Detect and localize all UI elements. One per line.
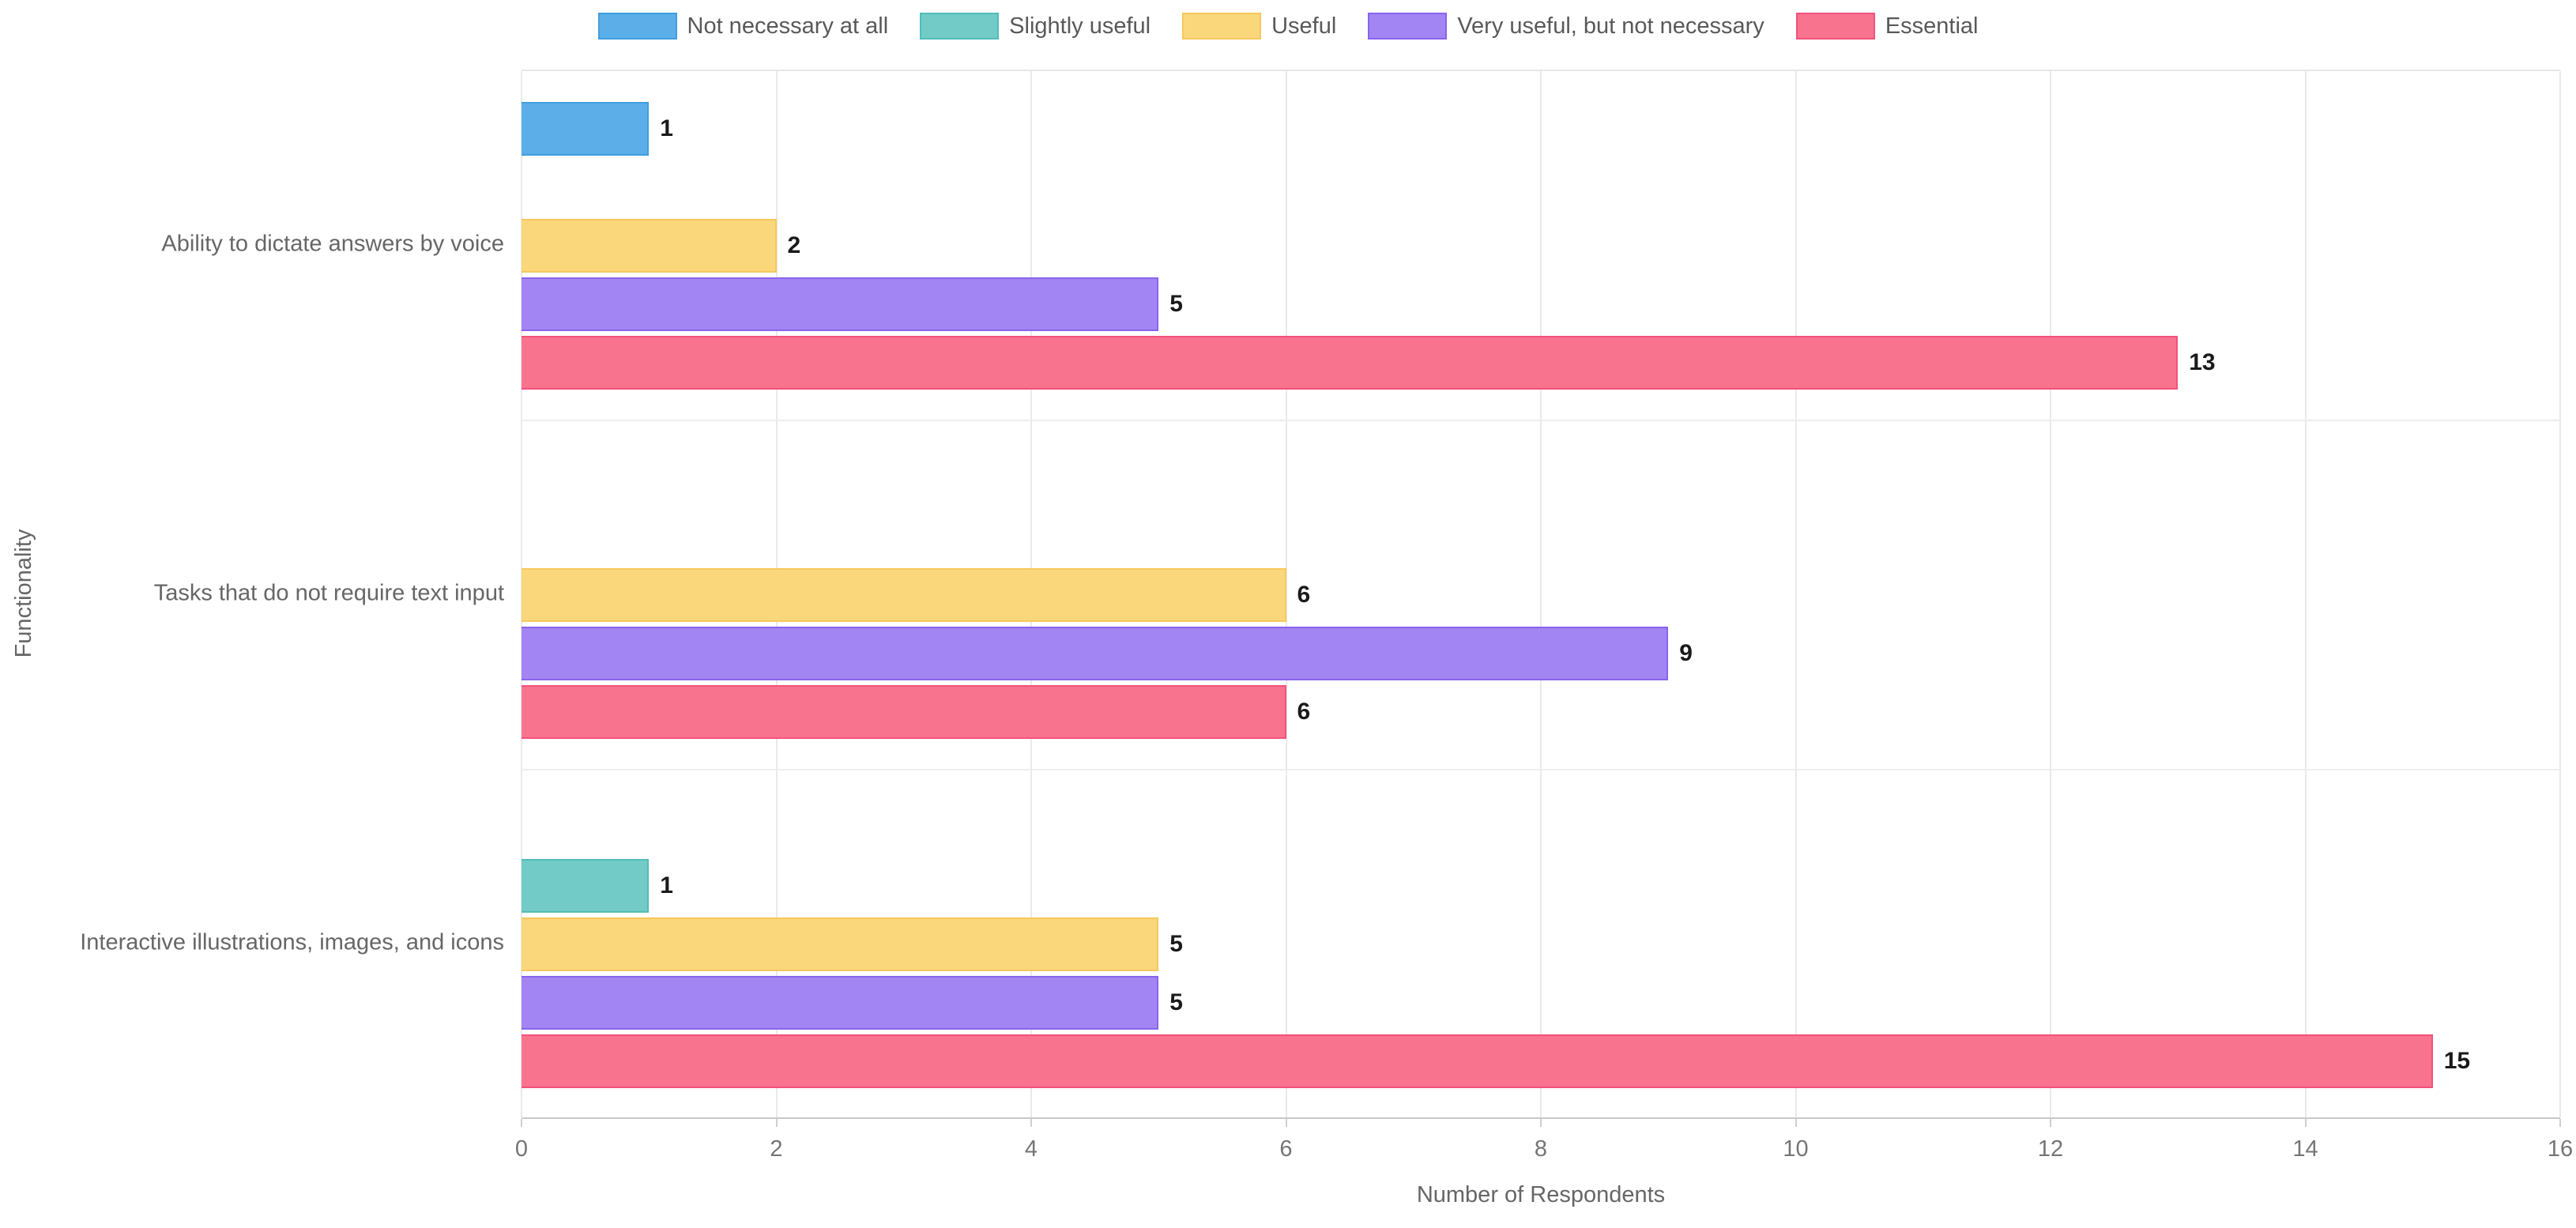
bar-essential: 13 — [522, 336, 2216, 390]
category-label: Interactive illustrations, images, and i… — [80, 929, 504, 955]
x-axis-title: Number of Respondents — [1416, 1182, 1666, 1207]
bar-value-label: 5 — [1169, 291, 1183, 317]
bar-value-label: 9 — [1679, 640, 1693, 666]
legend-item-slightly-useful[interactable]: Slightly useful — [920, 13, 1151, 40]
category-label: Tasks that do not require text input — [153, 580, 504, 606]
bar-essential: 6 — [522, 685, 1310, 739]
tick-label: 10 — [1783, 1136, 1809, 1162]
plot-area: 1 2 5 13 6 9 6 1 5 5 15 — [521, 70, 2561, 1117]
tick-label: 16 — [2547, 1136, 2574, 1162]
bar-value-label: 5 — [1169, 931, 1183, 957]
legend-swatch — [920, 13, 1000, 40]
tick-label: 6 — [1279, 1136, 1293, 1162]
bar-useful: 2 — [522, 219, 800, 273]
tick-mark — [2559, 1119, 2561, 1127]
bar-value-label: 6 — [1297, 582, 1311, 608]
bar-slightly-useful: 1 — [522, 859, 673, 913]
legend-label: Very useful, but not necessary — [1457, 13, 1764, 39]
legend-item-essential[interactable]: Essential — [1795, 13, 1979, 40]
bar-not-necessary-at-all: 1 — [522, 102, 673, 156]
legend-swatch — [597, 13, 677, 40]
tick-label: 0 — [514, 1136, 529, 1162]
tick-mark — [1030, 1119, 1032, 1127]
y-axis-labels: Ability to dictate answers by voice Tasks… — [0, 0, 522, 1228]
tick-mark — [1795, 1119, 1797, 1127]
tick-label: 14 — [2292, 1136, 2318, 1162]
tick-label: 8 — [1534, 1136, 1548, 1162]
legend-swatch — [1368, 13, 1448, 40]
bar-value-label: 15 — [2443, 1048, 2471, 1074]
bar-value-label: 13 — [2189, 349, 2216, 375]
tick-mark — [521, 1119, 522, 1127]
legend-swatch — [1182, 13, 1262, 40]
bar-very-useful-but-not-necessary: 5 — [522, 277, 1183, 331]
tick-mark — [1285, 1119, 1287, 1127]
legend-item-very-useful-but-not-necessary[interactable]: Very useful, but not necessary — [1368, 13, 1764, 40]
bar-useful: 6 — [522, 568, 1310, 622]
grid-line-vertical — [2304, 71, 2307, 1117]
bar-very-useful-but-not-necessary: 9 — [522, 627, 1693, 680]
tick-label: 12 — [2037, 1136, 2064, 1162]
tick-mark — [2050, 1119, 2051, 1127]
bar-value-label: 1 — [660, 872, 673, 898]
grid-line-vertical — [1285, 71, 1287, 1117]
bar-value-label: 5 — [1169, 989, 1183, 1015]
legend-item-not-necessary-at-all[interactable]: Not necessary at all — [597, 13, 889, 40]
chart-legend: Not necessary at all Slightly useful Usefu… — [0, 13, 2576, 40]
legend-label: Slightly useful — [1009, 13, 1151, 39]
legend-swatch — [1795, 13, 1875, 40]
legend-label: Useful — [1271, 13, 1337, 39]
grid-line-vertical — [1540, 71, 1542, 1117]
grid-line-horizontal — [522, 769, 2560, 770]
grid-line-horizontal — [522, 420, 2560, 421]
grid-line-vertical — [2050, 71, 2051, 1117]
bar-value-label: 6 — [1297, 699, 1311, 725]
tick-label: 4 — [1024, 1136, 1038, 1162]
legend-label: Essential — [1885, 13, 1979, 39]
bar-essential: 15 — [522, 1034, 2470, 1088]
tick-mark — [775, 1119, 778, 1127]
bar-value-label: 1 — [660, 115, 673, 141]
grid-line-vertical — [1795, 71, 1797, 1117]
bar-very-useful-but-not-necessary: 5 — [522, 976, 1183, 1030]
category-label: Ability to dictate answers by voice — [161, 231, 504, 257]
tick-label: 2 — [770, 1136, 783, 1162]
x-axis: 0 2 4 6 8 10 12 14 16 — [515, 1117, 2573, 1173]
legend-label: Not necessary at all — [687, 13, 889, 39]
tick-mark — [2304, 1119, 2307, 1127]
tick-mark — [1540, 1119, 1542, 1127]
bar-value-label: 2 — [787, 232, 801, 258]
legend-item-useful[interactable]: Useful — [1182, 13, 1336, 40]
bar-useful: 5 — [522, 917, 1183, 971]
grid-line-vertical — [2559, 71, 2561, 1117]
